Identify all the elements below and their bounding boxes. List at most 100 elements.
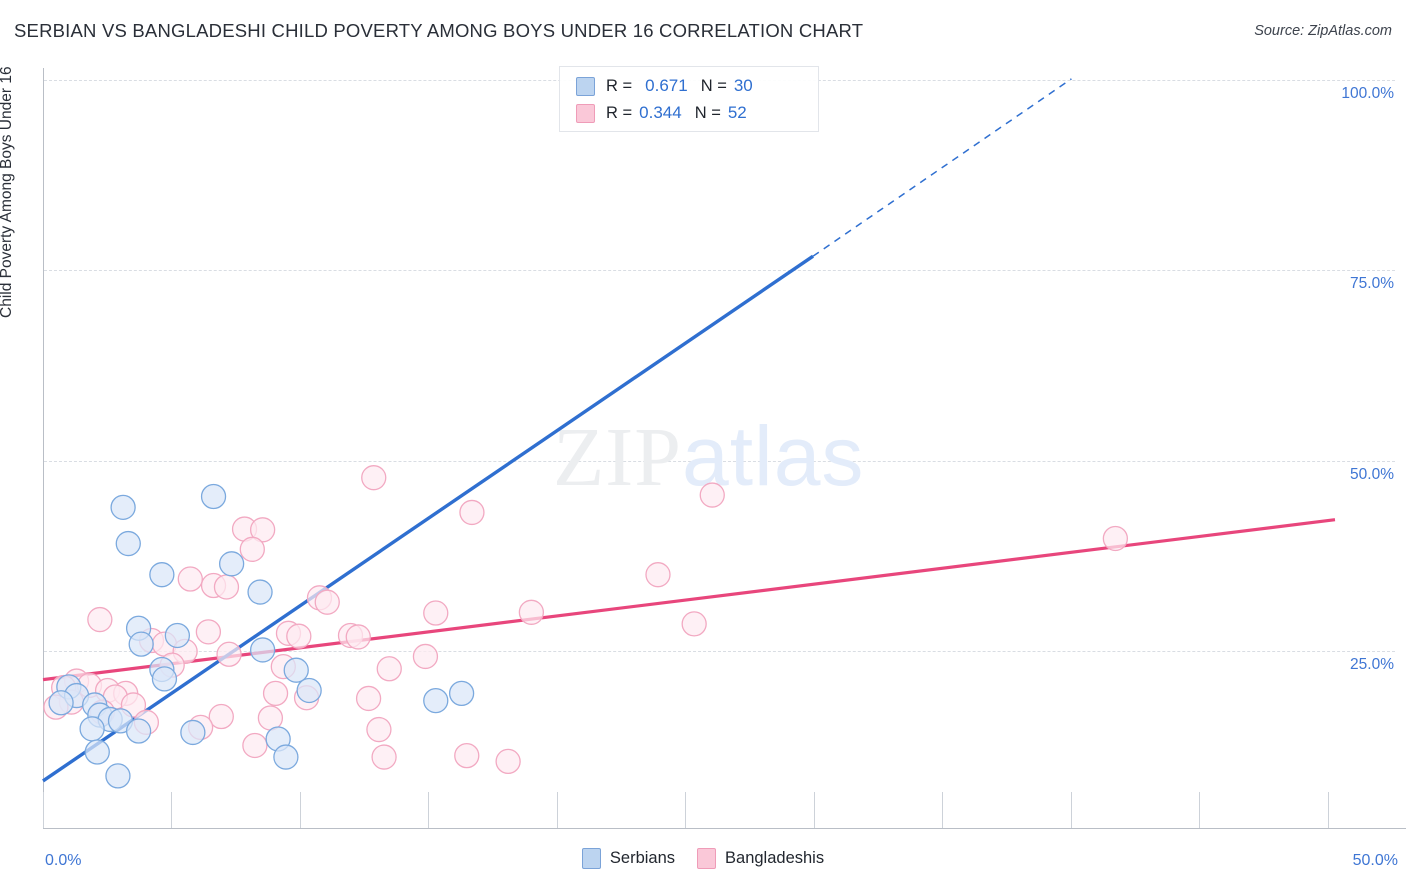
serbian-data-point[interactable] [218, 551, 245, 577]
page-title: SERBIAN VS BANGLADESHI CHILD POVERTY AMO… [14, 20, 864, 41]
gridline-750 [44, 270, 1395, 271]
x-tick-mark [557, 792, 558, 828]
x-tick-mark [43, 792, 44, 828]
stats-swatch-serbians [576, 76, 595, 96]
gridline-250 [44, 651, 1395, 652]
serbian-data-point[interactable] [296, 677, 322, 704]
bangladeshi-data-point[interactable] [645, 562, 671, 588]
serbian-data-point[interactable] [273, 744, 299, 770]
bangladeshi-data-point[interactable] [213, 574, 240, 600]
x-tick-mark [1328, 792, 1329, 828]
bangladeshi-data-point[interactable] [699, 482, 725, 508]
x-axis-min-label: 0.0% [45, 852, 82, 869]
y-tick-label: 50.0% [1350, 466, 1394, 483]
y-tick-label: 25.0% [1350, 656, 1394, 673]
bangladeshi-data-point[interactable] [262, 680, 289, 707]
legend-item-bangladeshis[interactable]: Bangladeshis [697, 848, 824, 869]
bangladeshi-data-point[interactable] [249, 517, 276, 543]
bangladeshi-data-point[interactable] [216, 641, 242, 667]
bangladeshi-data-point[interactable] [195, 619, 222, 645]
stats-n-value-bangladeshis: 52 [727, 103, 747, 122]
serbian-points-group [48, 483, 475, 789]
stats-row-bangladeshis: R = 0.344 N = 52 [576, 100, 747, 126]
bangladeshi-data-point[interactable] [361, 465, 387, 491]
bangladeshi-data-point[interactable] [314, 589, 340, 615]
bangladeshi-data-point[interactable] [423, 600, 449, 626]
source-attribution: Source: ZipAtlas.com [1254, 23, 1392, 39]
stats-n-label-serbians: N = [700, 76, 727, 95]
bangladeshi-data-point[interactable] [355, 685, 382, 712]
bangladeshi-data-point[interactable] [239, 536, 265, 562]
bangladeshi-points-group [43, 465, 1129, 775]
gridline-500 [44, 461, 1395, 462]
series-legend: Serbians Bangladeshis [0, 848, 1406, 869]
legend-swatch-serbians [581, 848, 601, 869]
serbian-data-point[interactable] [79, 716, 105, 742]
bangladeshi-data-point[interactable] [1102, 525, 1129, 552]
serbian-data-point[interactable] [125, 718, 152, 744]
stats-n-label-bangladeshis: N = [694, 103, 721, 122]
x-tick-mark [171, 792, 172, 828]
stats-r-label-bangladeshis: R = [606, 103, 633, 122]
bangladeshi-data-point[interactable] [208, 703, 234, 730]
serbian-data-point[interactable] [128, 631, 154, 657]
bangladeshi-data-point[interactable] [177, 566, 203, 592]
x-tick-mark [1199, 792, 1200, 828]
y-tick-label: 75.0% [1350, 275, 1394, 292]
x-axis-line [43, 828, 1406, 829]
y-tick-label: 100.0% [1341, 85, 1394, 102]
serbian-data-point[interactable] [200, 483, 227, 510]
bangladeshi-data-point[interactable] [87, 606, 113, 633]
serbian-data-point[interactable] [180, 719, 206, 746]
stats-n-value-serbians: 30 [733, 76, 753, 95]
correlation-stats-legend: R = 0.671 N = 30 R = 0.344 N = 52 [559, 66, 819, 132]
bangladeshi-data-point[interactable] [371, 744, 397, 770]
serbian-data-point[interactable] [164, 622, 191, 649]
serbian-trend-line-projection [812, 78, 1072, 257]
bangladeshi-data-point[interactable] [412, 643, 439, 670]
bangladeshi-data-point[interactable] [242, 732, 268, 759]
bangladeshi-data-point[interactable] [454, 742, 480, 769]
serbian-trend-line-group [42, 78, 1072, 783]
stats-r-label-serbians: R = [606, 76, 633, 95]
serbian-data-point[interactable] [247, 579, 273, 605]
bangladeshi-data-point[interactable] [459, 499, 485, 526]
serbian-data-point[interactable] [149, 562, 175, 588]
legend-swatch-bangladeshis [697, 848, 717, 869]
legend-label-bangladeshis: Bangladeshis [725, 849, 825, 867]
serbian-data-point[interactable] [110, 494, 136, 521]
serbian-data-point[interactable] [151, 666, 178, 692]
x-axis-max-label: 50.0% [1352, 852, 1398, 869]
bangladeshi-data-point[interactable] [366, 716, 392, 743]
bangladeshi-data-point[interactable] [376, 656, 402, 682]
stats-r-value-serbians: 0.671 [645, 76, 688, 95]
x-tick-mark [814, 792, 815, 828]
serbian-data-point[interactable] [423, 687, 449, 714]
serbian-data-point[interactable] [115, 530, 141, 557]
bangladeshi-data-point[interactable] [681, 611, 707, 637]
bangladeshi-data-point[interactable] [286, 623, 312, 649]
serbian-data-point[interactable] [249, 637, 276, 663]
x-tick-mark [685, 792, 686, 828]
legend-item-serbians[interactable]: Serbians [581, 848, 676, 869]
x-tick-mark [1071, 792, 1072, 828]
x-tick-mark [428, 792, 429, 828]
stats-row-serbians: R = 0.671 N = 30 [576, 73, 753, 99]
x-tick-mark [942, 792, 943, 828]
x-tick-mark [300, 792, 301, 828]
serbian-data-point[interactable] [448, 680, 475, 707]
stats-swatch-bangladeshis [576, 103, 595, 123]
serbian-trend-line [42, 254, 814, 783]
serbian-data-point[interactable] [48, 690, 74, 716]
bangladeshi-data-point[interactable] [518, 599, 545, 625]
legend-label-serbians: Serbians [609, 849, 676, 867]
serbian-data-point[interactable] [105, 763, 131, 789]
y-axis-line [43, 68, 44, 828]
serbian-data-point[interactable] [283, 657, 309, 683]
bangladeshi-data-point[interactable] [345, 624, 371, 650]
stats-r-value-bangladeshis: 0.344 [639, 103, 682, 122]
serbian-data-point[interactable] [84, 739, 110, 765]
bangladeshi-data-point[interactable] [495, 748, 521, 775]
